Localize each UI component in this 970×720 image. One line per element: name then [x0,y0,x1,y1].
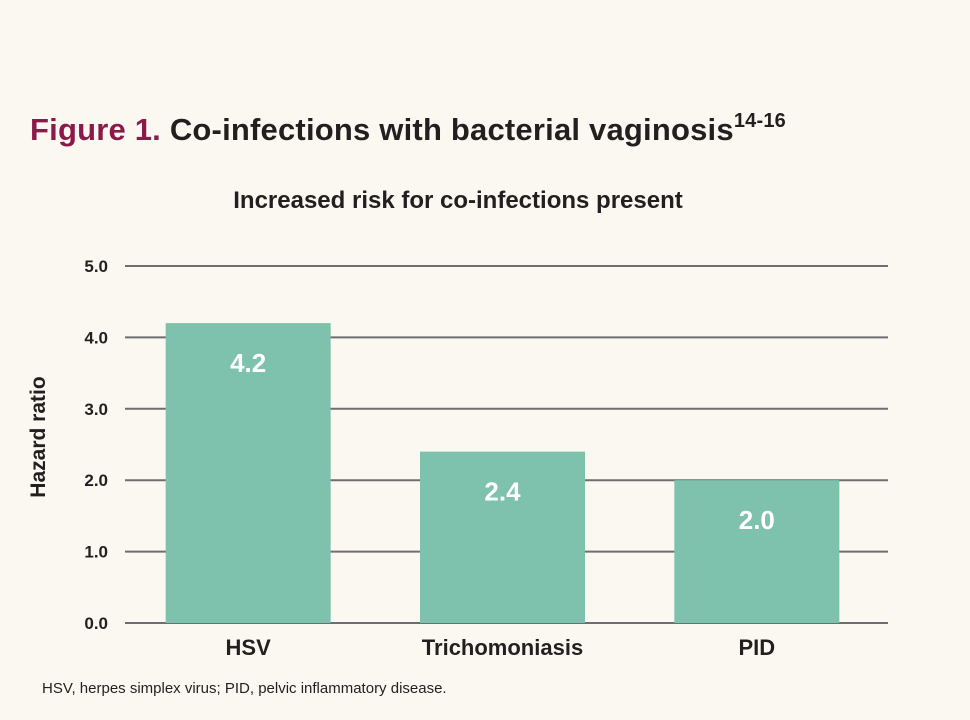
y-tick-label: 2.0 [84,471,108,490]
bar [165,323,331,623]
y-tick-label: 3.0 [84,400,108,419]
y-axis-ticks: 0.0 1.0 2.0 3.0 4.0 5.0 [84,257,108,633]
x-axis-ticks: HSV Trichomoniasis PID [226,635,776,660]
bars: 4.2 2.4 2.0 [165,323,840,623]
y-tick-label: 0.0 [84,614,108,633]
y-axis-label: Hazard ratio [27,376,50,497]
figure-reference-superscript: 14-16 [733,109,786,132]
bar [674,480,840,623]
bar-data-label: 2.4 [484,477,521,507]
chart-title: Increased risk for co-infections present [233,187,682,214]
x-tick-label: HSV [226,635,272,660]
footnote: HSV, herpes simplex virus; PID, pelvic i… [42,680,447,697]
x-tick-label: Trichomoniasis [422,635,583,660]
y-tick-label: 4.0 [84,328,108,347]
x-tick-label: PID [738,635,775,660]
figure-label: Figure 1. [30,112,161,147]
bar [420,451,585,623]
y-tick-label: 1.0 [84,543,108,562]
bar-data-label: 4.2 [230,348,266,378]
figure-title-text: Co-infections with bacterial vaginosis [169,112,734,147]
bar-data-label: 2.0 [739,505,775,535]
figure-title: Figure 1. Co-infections with bacterial v… [30,109,786,148]
y-tick-label: 5.0 [84,257,108,276]
